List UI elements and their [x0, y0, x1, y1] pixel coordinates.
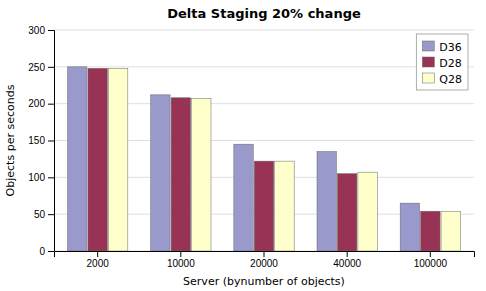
legend-item: D36	[422, 41, 461, 54]
x-axis-title: Server (bynumber of objects)	[183, 275, 345, 288]
legend-swatch	[422, 41, 434, 51]
y-axis-line	[48, 31, 55, 252]
bar-series	[88, 68, 440, 251]
bar	[151, 95, 170, 251]
x-axis-line	[55, 252, 475, 258]
x-tick-label: 100000	[414, 258, 448, 269]
chart: 0 50 100 150 200 250 300 2000 10000 20000 40000 100…	[0, 0, 486, 291]
y-tick-mark	[48, 141, 54, 142]
y-tick: 100	[28, 172, 54, 183]
y-tick: 150	[28, 135, 54, 146]
y-tick-label: 150	[28, 135, 45, 146]
legend-label: D28	[439, 57, 461, 70]
bar	[67, 67, 86, 251]
y-axis-title: Objects per seconds	[4, 84, 17, 196]
bar	[441, 211, 460, 251]
y-tick-mark	[48, 214, 54, 215]
x-axis: 2000 10000 20000 40000 100000	[55, 251, 475, 269]
y-tick: 200	[28, 98, 54, 109]
x-tick-mark	[180, 251, 181, 257]
legend-label: D36	[439, 41, 461, 54]
y-tick-mark	[48, 177, 54, 178]
y-tick-label: 100	[28, 172, 45, 183]
y-tick-label: 200	[28, 98, 45, 109]
y-axis: 0 50 100 150 200 250 300	[28, 25, 54, 257]
bar	[400, 203, 419, 251]
x-tick: 20000	[250, 251, 278, 269]
x-tick-mark	[347, 251, 348, 257]
grid	[54, 30, 474, 251]
bar	[421, 211, 440, 251]
x-tick-label: 2000	[87, 258, 110, 269]
x-tick-mark	[97, 251, 98, 257]
legend-item: D28	[422, 57, 461, 70]
x-tick: 40000	[333, 251, 361, 269]
legend-box	[416, 34, 468, 90]
y-tick: 0	[39, 246, 54, 257]
bar	[317, 152, 336, 251]
bar	[108, 68, 127, 251]
x-tick-label: 40000	[333, 258, 361, 269]
legend: D36 D28 Q28	[416, 34, 468, 90]
x-tick: 10000	[167, 251, 195, 269]
y-tick-label: 50	[34, 209, 46, 220]
x-tick: 2000	[87, 251, 110, 269]
x-tick-mark	[264, 251, 265, 257]
x-tick: 100000	[414, 251, 448, 269]
bar	[234, 144, 253, 251]
bar-series	[108, 68, 460, 251]
y-tick-mark	[48, 67, 54, 68]
legend-swatch	[422, 73, 434, 83]
bar	[254, 161, 273, 251]
y-tick-label: 250	[28, 62, 45, 73]
legend-item: Q28	[422, 73, 462, 86]
x-tick-label: 10000	[167, 258, 195, 269]
legend-label: Q28	[439, 73, 462, 86]
bar	[88, 68, 107, 251]
legend-swatch	[422, 57, 434, 67]
grid-line	[54, 30, 474, 31]
bar	[337, 174, 356, 251]
y-tick-mark	[48, 251, 54, 252]
y-tick-label: 0	[39, 246, 45, 257]
x-tick-mark	[430, 251, 431, 257]
plot: 0 50 100 150 200 250 300 2000 10000 20000 40000 100…	[28, 25, 474, 269]
grid-line	[54, 66, 474, 67]
bar	[358, 172, 377, 251]
y-tick: 50	[34, 209, 54, 220]
x-tick-label: 20000	[250, 258, 278, 269]
title: Delta Staging 20% change	[167, 6, 361, 21]
y-tick-label: 300	[28, 25, 45, 36]
y-tick-mark	[48, 30, 54, 31]
bar	[275, 161, 294, 251]
y-tick-mark	[48, 104, 54, 105]
bar-series	[67, 67, 419, 251]
y-tick: 300	[28, 25, 54, 36]
bars	[67, 67, 460, 251]
y-tick: 250	[28, 62, 54, 73]
bar	[171, 98, 190, 251]
bar	[192, 99, 211, 251]
